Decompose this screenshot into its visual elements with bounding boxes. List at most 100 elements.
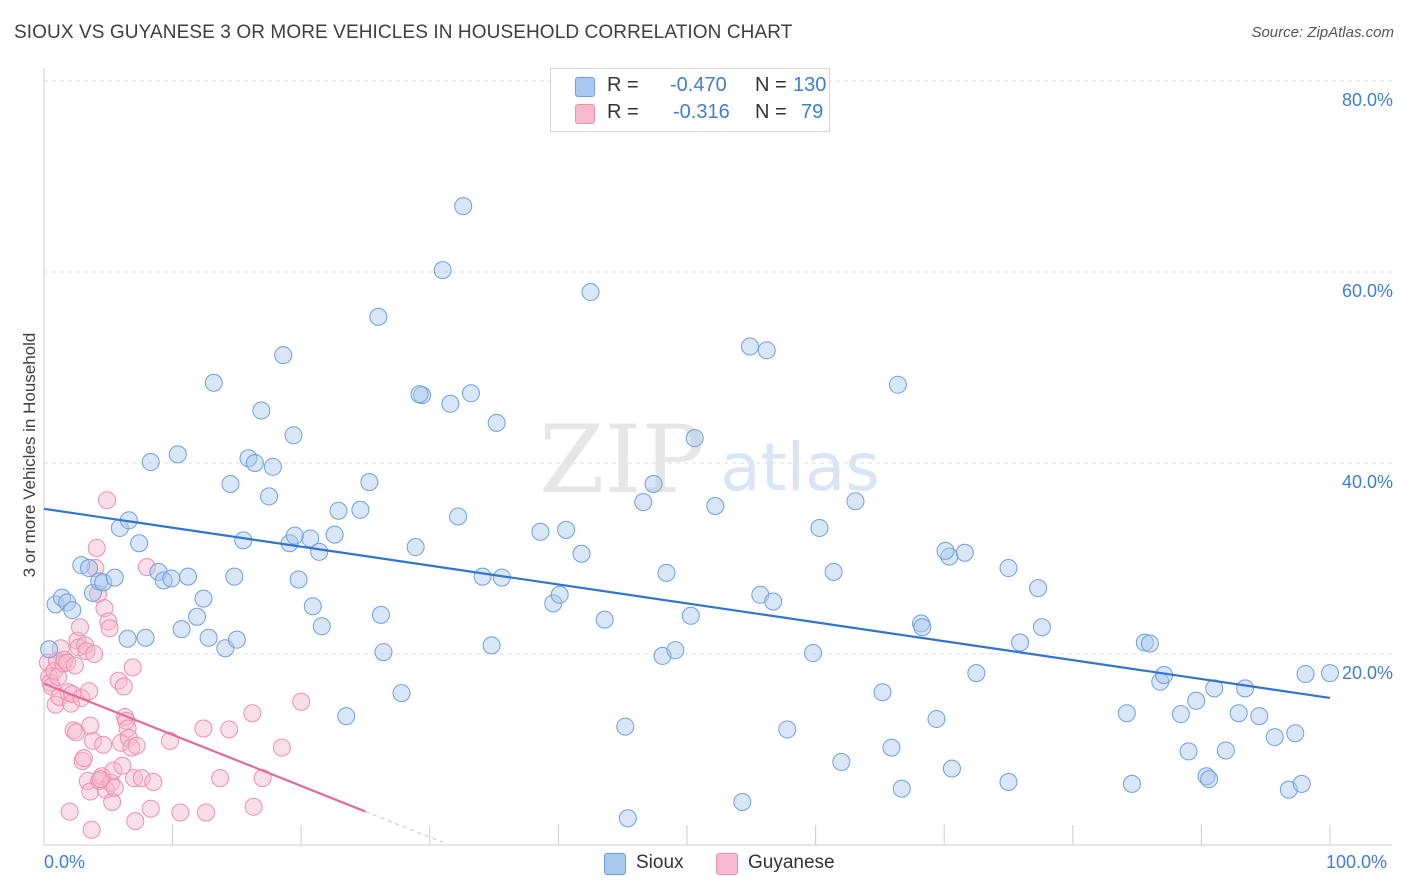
sioux-point	[369, 307, 388, 326]
sioux-point	[741, 337, 760, 356]
sioux-point	[1032, 618, 1051, 637]
guyanese-point	[91, 770, 110, 789]
sioux-point	[194, 589, 213, 608]
sioux-point	[310, 542, 329, 561]
sioux-point	[454, 197, 473, 216]
guyanese-points	[38, 491, 311, 839]
sioux-point	[234, 531, 253, 550]
sioux-point	[449, 507, 468, 526]
sioux-point	[1229, 704, 1248, 723]
sioux-point	[325, 525, 344, 544]
n-label: N =	[755, 101, 787, 123]
sioux-point	[892, 779, 911, 798]
guyanese-point	[99, 612, 118, 631]
n-value: 130	[793, 74, 827, 96]
sioux-point	[550, 585, 569, 604]
watermark-zip: ZIP	[539, 406, 705, 515]
sioux-point	[179, 567, 198, 586]
guyanese-point	[161, 731, 180, 750]
guyanese-point	[73, 751, 92, 770]
guyanese-point	[171, 803, 190, 822]
r-value: -0.316	[673, 101, 730, 123]
trend-lines	[43, 507, 1331, 843]
guyanese-point	[123, 658, 142, 677]
r-label: R =	[607, 101, 639, 123]
guyanese-point	[100, 619, 119, 638]
sioux-point	[204, 373, 223, 392]
guyanese-point	[292, 692, 311, 711]
sioux-point	[461, 384, 480, 403]
sioux-point	[616, 717, 635, 736]
guyanese-point	[105, 778, 124, 797]
sioux-point	[942, 759, 961, 778]
sioux-point	[846, 492, 865, 511]
sioux-point	[227, 630, 246, 649]
sioux-point	[80, 559, 99, 578]
sioux-point	[778, 720, 797, 739]
sioux-point	[40, 640, 59, 659]
guyanese-point	[55, 650, 74, 669]
guyanese-point	[71, 618, 90, 637]
guyanese-point	[141, 799, 160, 818]
source-credit: Source: ZipAtlas.com	[1251, 24, 1394, 41]
sioux-point	[433, 261, 452, 280]
watermark: ZIP atlas	[539, 406, 880, 515]
sioux-point	[410, 385, 429, 404]
sioux-point	[1286, 724, 1305, 743]
sioux-point	[1216, 741, 1235, 760]
chart-title: SIOUX VS GUYANESE 3 OR MORE VEHICLES IN …	[14, 22, 793, 43]
guyanese-point	[113, 756, 132, 775]
sioux-point	[657, 563, 676, 582]
sioux-point	[168, 445, 187, 464]
sioux-point	[634, 493, 653, 512]
sioux-point	[1011, 633, 1030, 652]
sioux-point	[105, 568, 124, 587]
sioux-point	[888, 375, 907, 394]
y-tick-label: 60.0%	[1342, 281, 1393, 301]
n-value: 79	[801, 101, 824, 123]
sioux-point	[882, 738, 901, 757]
sioux-point	[374, 643, 393, 662]
guyanese-point	[81, 782, 100, 801]
guyanese-point	[272, 738, 291, 757]
sioux-point	[141, 453, 160, 472]
sioux-point	[136, 628, 155, 647]
sioux-point	[999, 559, 1018, 578]
sioux-point	[832, 752, 851, 771]
y-tick-labels: 20.0% 40.0% 60.0% 80.0%	[1342, 90, 1393, 683]
sioux-point	[289, 570, 308, 589]
sioux-point	[260, 487, 279, 506]
sioux-point	[63, 601, 82, 620]
sioux-point	[1250, 707, 1269, 726]
sioux-point	[312, 617, 331, 636]
sioux-point	[303, 597, 322, 616]
guyanese-point	[85, 645, 104, 663]
sioux-point	[1321, 664, 1339, 683]
guyanese-point	[244, 797, 263, 816]
sioux-point	[1236, 679, 1255, 698]
guyanese-point	[82, 820, 101, 839]
guyanese-point	[103, 793, 122, 812]
sioux-point	[1122, 774, 1141, 793]
guyanese-point	[65, 656, 84, 675]
r-value: -0.470	[670, 74, 727, 96]
sioux-point	[1029, 579, 1048, 598]
sioux-point	[371, 605, 390, 624]
y-tick-label: 40.0%	[1342, 472, 1393, 492]
sioux-point	[1197, 767, 1216, 786]
x-tick-max: 100.0%	[1326, 852, 1388, 872]
guyanese-point	[49, 667, 68, 686]
guyanese-point	[137, 558, 156, 577]
sioux-point	[284, 426, 303, 445]
sioux-point	[252, 401, 271, 420]
sioux-point	[1135, 633, 1154, 652]
sioux-point	[927, 709, 946, 728]
y-tick-label: 80.0%	[1342, 90, 1393, 110]
guyanese-swatch	[716, 853, 738, 875]
sioux-point	[595, 610, 614, 629]
sioux-point	[392, 684, 411, 703]
guyanese-trend-line	[43, 682, 366, 813]
sioux-point	[733, 793, 752, 812]
n-label: N =	[755, 74, 787, 96]
